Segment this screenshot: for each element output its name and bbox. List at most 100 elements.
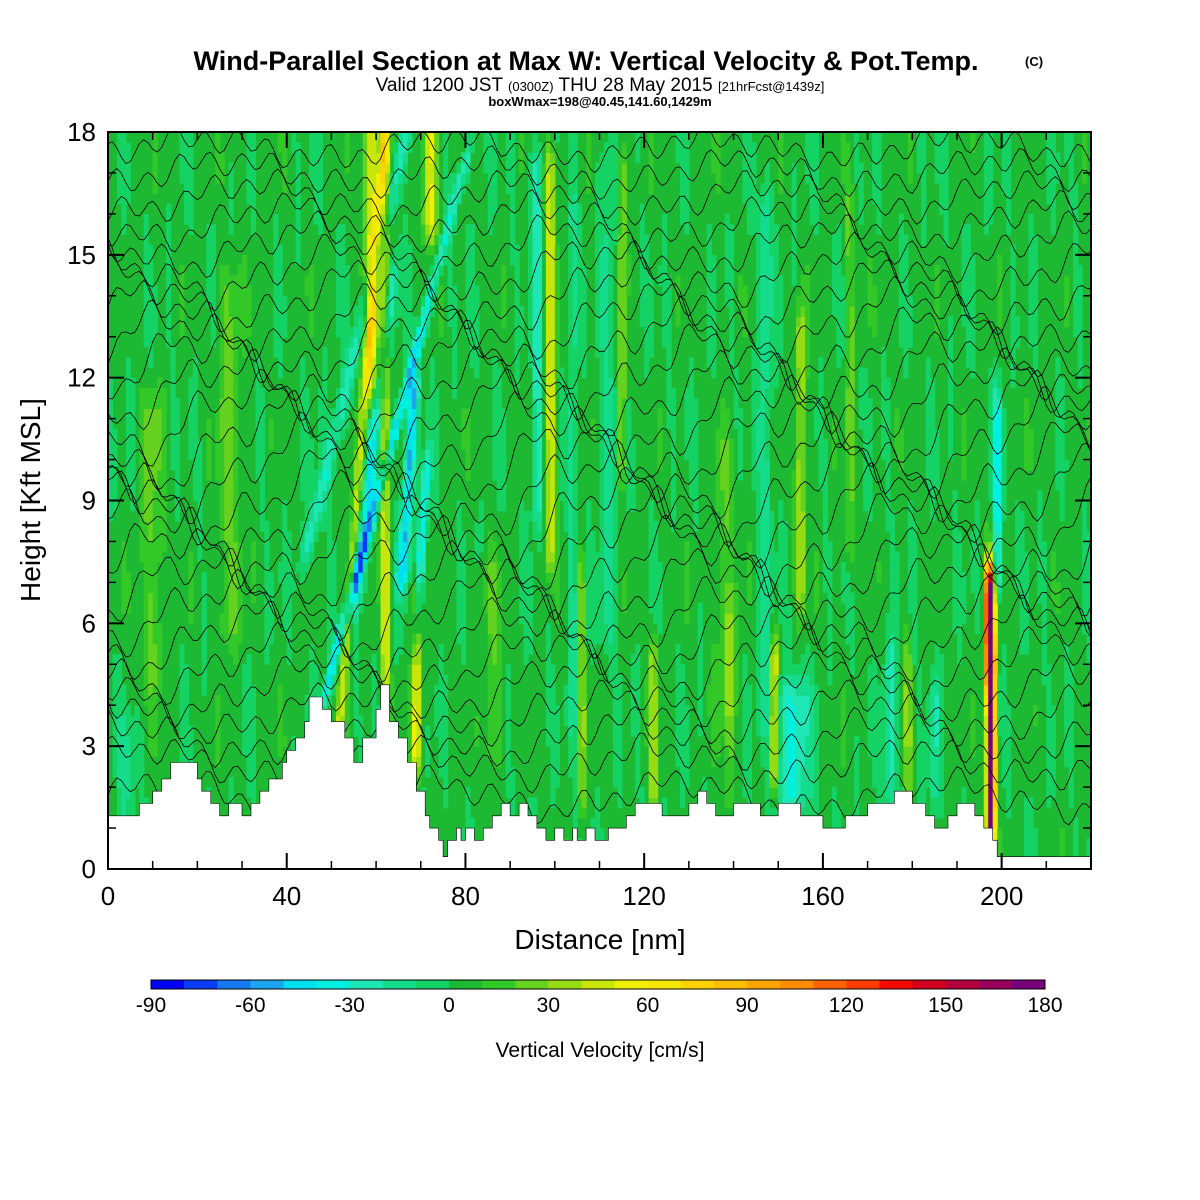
heatmap-cell — [434, 490, 440, 502]
heatmap-cell — [876, 756, 882, 768]
heatmap-cell — [952, 572, 958, 583]
heatmap-cell — [460, 602, 467, 614]
heatmap-cell — [398, 602, 404, 614]
heatmap-cell — [997, 582, 1003, 594]
heatmap-cell — [769, 582, 775, 594]
heatmap-cell — [903, 705, 909, 717]
heatmap-cell — [219, 500, 225, 512]
heatmap-cell — [335, 705, 341, 717]
heatmap-cell — [282, 316, 288, 328]
heatmap-cell — [125, 756, 131, 768]
heatmap-cell — [152, 725, 158, 737]
heatmap-cell — [443, 705, 449, 717]
heatmap-cell — [603, 398, 610, 409]
heatmap-cell — [443, 746, 449, 758]
heatmap-cell — [644, 715, 650, 727]
heatmap-cell — [961, 306, 967, 317]
heatmap-cell — [407, 520, 413, 532]
heatmap-cell — [362, 531, 368, 543]
heatmap-cell — [407, 735, 413, 747]
heatmap-cell — [411, 387, 417, 399]
heatmap-cell — [764, 316, 770, 328]
heatmap-cell — [1059, 838, 1065, 850]
heatmap-cell — [460, 439, 467, 450]
heatmap-cell — [720, 602, 726, 614]
heatmap-cell — [822, 439, 828, 450]
heatmap-cell — [711, 654, 717, 665]
heatmap-cell — [863, 480, 869, 491]
heatmap-cell — [175, 439, 181, 450]
heatmap-cell — [1046, 746, 1052, 758]
heatmap-cell — [536, 398, 543, 409]
heatmap-cell — [751, 346, 757, 358]
heatmap-cell — [259, 480, 265, 491]
heatmap-cell — [309, 439, 315, 450]
heatmap-cell — [349, 602, 355, 614]
heatmap-cell — [411, 551, 417, 563]
heatmap-cell — [528, 295, 534, 307]
heatmap-cell — [349, 561, 355, 573]
heatmap-cell — [545, 306, 551, 317]
heatmap-cell — [416, 490, 422, 502]
heatmap-cell — [496, 684, 502, 696]
heatmap-cell — [773, 367, 779, 379]
heatmap-cell — [612, 715, 618, 727]
heatmap-cell — [934, 654, 940, 665]
heatmap-cell — [648, 306, 654, 317]
heatmap-cell — [872, 316, 878, 328]
heatmap-cell — [764, 654, 770, 665]
heatmap-cell — [581, 807, 587, 819]
heatmap-cell — [1068, 684, 1074, 696]
heatmap-cell — [402, 408, 408, 420]
heatmap-cell — [447, 295, 453, 307]
heatmap-cell — [371, 705, 377, 717]
heatmap-cell — [380, 572, 386, 583]
heatmap-cell — [796, 469, 802, 481]
heatmap-cell — [460, 623, 467, 635]
heatmap-cell — [742, 776, 748, 788]
heatmap-cell — [612, 725, 618, 737]
heatmap-cell — [697, 664, 703, 676]
heatmap-cell — [724, 787, 730, 798]
heatmap-cell — [367, 520, 373, 532]
heatmap-cell — [809, 797, 815, 809]
heatmap-cell — [769, 367, 775, 379]
heatmap-cell — [956, 602, 963, 614]
heatmap-cell — [921, 725, 927, 737]
heatmap-cell — [997, 572, 1003, 583]
heatmap-cell — [434, 418, 440, 430]
heatmap-cell — [840, 694, 846, 706]
heatmap-cell — [764, 623, 770, 635]
heatmap-cell — [233, 439, 239, 450]
heatmap-cell — [1032, 306, 1038, 317]
heatmap-cell — [653, 572, 659, 583]
heatmap-cell — [148, 469, 154, 481]
heatmap-cell — [997, 439, 1003, 450]
heatmap-cell — [988, 408, 994, 420]
heatmap-cell — [148, 664, 154, 676]
heatmap-cell — [264, 643, 270, 655]
heatmap-cell — [201, 633, 207, 645]
heatmap-cell — [755, 398, 761, 409]
heatmap-cell — [693, 449, 699, 461]
heatmap-cell — [764, 306, 770, 317]
heatmap-cell — [353, 408, 359, 420]
heatmap-cell — [175, 418, 181, 430]
heatmap-cell — [331, 551, 337, 563]
heatmap-cell — [425, 490, 431, 502]
heatmap-cell — [867, 664, 873, 676]
heatmap-cell — [259, 387, 265, 399]
heatmap-cell — [1028, 306, 1034, 317]
heatmap-cell — [398, 387, 404, 399]
heatmap-cell — [402, 357, 408, 369]
heatmap-cell — [568, 367, 574, 379]
copyright-mark: (C) — [1025, 54, 1043, 69]
heatmap-cell — [572, 572, 578, 583]
heatmap-cell — [121, 684, 127, 696]
heatmap-cell — [796, 449, 802, 461]
heatmap-cell — [456, 572, 462, 583]
heatmap-cell — [854, 766, 860, 778]
heatmap-cell — [711, 674, 717, 686]
heatmap-cell — [1082, 602, 1088, 614]
heatmap-cell — [505, 746, 511, 758]
